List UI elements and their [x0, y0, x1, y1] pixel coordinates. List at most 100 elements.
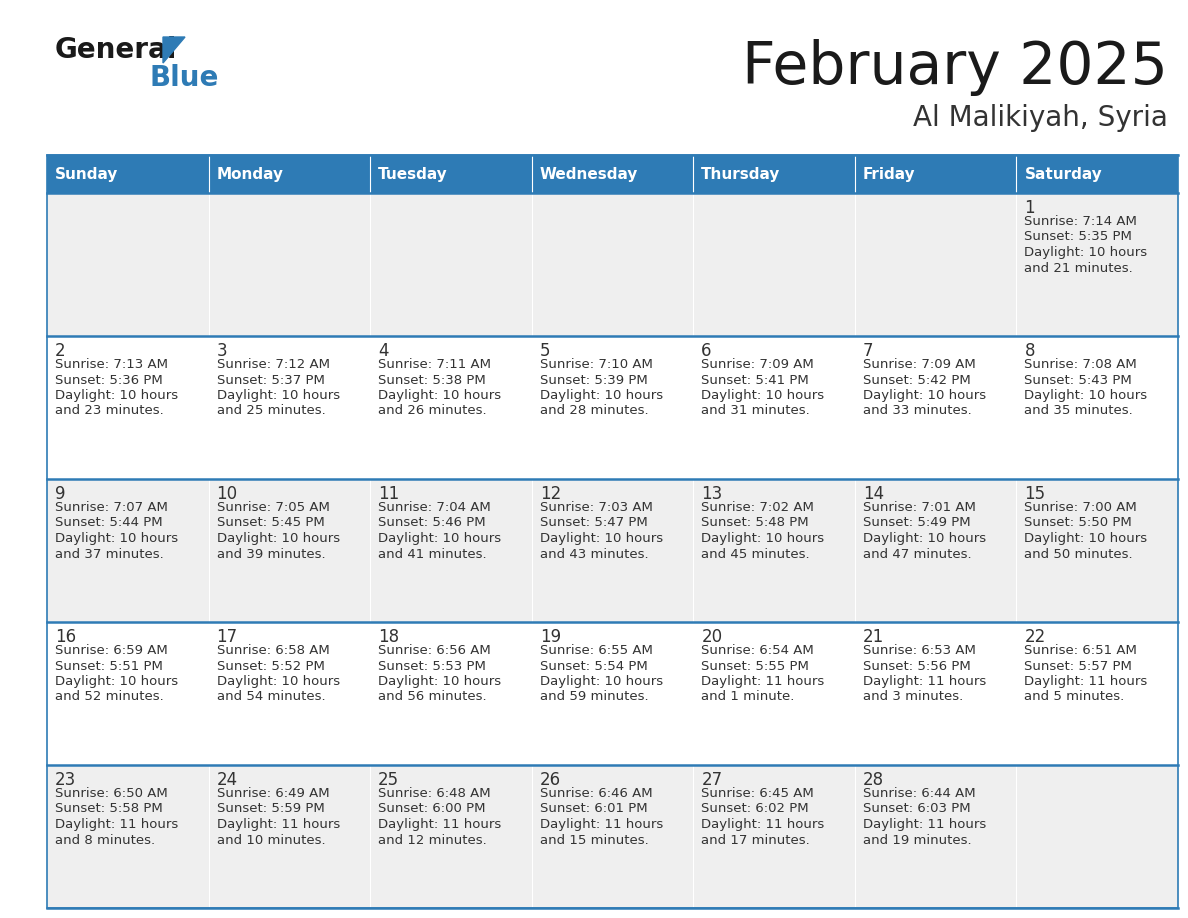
Text: Daylight: 11 hours: Daylight: 11 hours: [701, 818, 824, 831]
Text: Sunrise: 6:54 AM: Sunrise: 6:54 AM: [701, 644, 814, 657]
Text: Daylight: 11 hours: Daylight: 11 hours: [1024, 675, 1148, 688]
Bar: [209, 765, 371, 908]
Text: and 33 minutes.: and 33 minutes.: [862, 405, 972, 418]
Bar: [209, 193, 371, 336]
Text: Sunrise: 7:13 AM: Sunrise: 7:13 AM: [55, 358, 168, 371]
Text: 12: 12: [539, 485, 561, 503]
Text: Sunrise: 7:00 AM: Sunrise: 7:00 AM: [1024, 501, 1137, 514]
Text: Sunset: 6:03 PM: Sunset: 6:03 PM: [862, 802, 971, 815]
Text: Sunrise: 7:11 AM: Sunrise: 7:11 AM: [378, 358, 491, 371]
Text: Sunset: 5:39 PM: Sunset: 5:39 PM: [539, 374, 647, 386]
Text: Sunrise: 6:50 AM: Sunrise: 6:50 AM: [55, 787, 168, 800]
Text: and 26 minutes.: and 26 minutes.: [378, 405, 487, 418]
Text: Sunset: 5:47 PM: Sunset: 5:47 PM: [539, 517, 647, 530]
Text: 10: 10: [216, 485, 238, 503]
Text: and 8 minutes.: and 8 minutes.: [55, 834, 156, 846]
Text: Daylight: 10 hours: Daylight: 10 hours: [1024, 532, 1148, 545]
Bar: [48, 155, 1178, 193]
Text: Sunset: 5:56 PM: Sunset: 5:56 PM: [862, 659, 971, 673]
Text: Sunrise: 6:53 AM: Sunrise: 6:53 AM: [862, 644, 975, 657]
Text: and 5 minutes.: and 5 minutes.: [1024, 690, 1125, 703]
Text: and 1 minute.: and 1 minute.: [701, 690, 795, 703]
Text: and 28 minutes.: and 28 minutes.: [539, 405, 649, 418]
Text: Blue: Blue: [150, 64, 220, 92]
Bar: [694, 336, 855, 479]
Bar: [855, 622, 1017, 765]
Text: and 47 minutes.: and 47 minutes.: [862, 547, 972, 561]
Text: Sunset: 6:00 PM: Sunset: 6:00 PM: [378, 802, 486, 815]
Bar: [209, 479, 371, 622]
Bar: [371, 765, 532, 908]
Text: Daylight: 10 hours: Daylight: 10 hours: [378, 532, 501, 545]
Text: and 35 minutes.: and 35 minutes.: [1024, 405, 1133, 418]
Text: Sunrise: 6:48 AM: Sunrise: 6:48 AM: [378, 787, 491, 800]
Text: Sunrise: 6:56 AM: Sunrise: 6:56 AM: [378, 644, 491, 657]
Text: 6: 6: [701, 342, 712, 360]
Text: 14: 14: [862, 485, 884, 503]
Text: and 10 minutes.: and 10 minutes.: [216, 834, 326, 846]
Text: 18: 18: [378, 628, 399, 646]
Text: Daylight: 10 hours: Daylight: 10 hours: [701, 532, 824, 545]
Bar: [694, 622, 855, 765]
Bar: [532, 765, 694, 908]
Text: Sunrise: 7:03 AM: Sunrise: 7:03 AM: [539, 501, 652, 514]
Bar: [532, 336, 694, 479]
Text: Sunset: 5:48 PM: Sunset: 5:48 PM: [701, 517, 809, 530]
Text: Daylight: 10 hours: Daylight: 10 hours: [378, 675, 501, 688]
Text: 15: 15: [1024, 485, 1045, 503]
Text: and 52 minutes.: and 52 minutes.: [55, 690, 164, 703]
Text: Sunrise: 6:46 AM: Sunrise: 6:46 AM: [539, 787, 652, 800]
Text: 1: 1: [1024, 199, 1035, 217]
Text: Sunrise: 6:59 AM: Sunrise: 6:59 AM: [55, 644, 168, 657]
Text: Sunset: 6:02 PM: Sunset: 6:02 PM: [701, 802, 809, 815]
Text: 17: 17: [216, 628, 238, 646]
Text: Sunset: 5:57 PM: Sunset: 5:57 PM: [1024, 659, 1132, 673]
Text: and 39 minutes.: and 39 minutes.: [216, 547, 326, 561]
Text: Daylight: 10 hours: Daylight: 10 hours: [701, 389, 824, 402]
Text: Sunset: 5:44 PM: Sunset: 5:44 PM: [55, 517, 163, 530]
Text: Sunset: 5:58 PM: Sunset: 5:58 PM: [55, 802, 163, 815]
Text: Sunrise: 6:58 AM: Sunrise: 6:58 AM: [216, 644, 329, 657]
Text: Daylight: 11 hours: Daylight: 11 hours: [862, 818, 986, 831]
Text: Sunrise: 7:02 AM: Sunrise: 7:02 AM: [701, 501, 814, 514]
Text: 22: 22: [1024, 628, 1045, 646]
Text: 19: 19: [539, 628, 561, 646]
Text: February 2025: February 2025: [742, 39, 1168, 96]
Text: Daylight: 11 hours: Daylight: 11 hours: [701, 675, 824, 688]
Text: Sunset: 5:54 PM: Sunset: 5:54 PM: [539, 659, 647, 673]
Text: 25: 25: [378, 771, 399, 789]
Text: Sunrise: 7:09 AM: Sunrise: 7:09 AM: [862, 358, 975, 371]
Text: Daylight: 11 hours: Daylight: 11 hours: [862, 675, 986, 688]
Text: Sunset: 5:49 PM: Sunset: 5:49 PM: [862, 517, 971, 530]
Text: Daylight: 10 hours: Daylight: 10 hours: [55, 532, 178, 545]
Text: Daylight: 10 hours: Daylight: 10 hours: [862, 389, 986, 402]
Text: and 56 minutes.: and 56 minutes.: [378, 690, 487, 703]
Text: 3: 3: [216, 342, 227, 360]
Text: 7: 7: [862, 342, 873, 360]
Text: Sunset: 5:43 PM: Sunset: 5:43 PM: [1024, 374, 1132, 386]
Text: Sunrise: 6:51 AM: Sunrise: 6:51 AM: [1024, 644, 1137, 657]
Text: Daylight: 11 hours: Daylight: 11 hours: [55, 818, 178, 831]
Text: Daylight: 10 hours: Daylight: 10 hours: [539, 532, 663, 545]
Bar: [694, 193, 855, 336]
Bar: [694, 765, 855, 908]
Text: Sunset: 5:41 PM: Sunset: 5:41 PM: [701, 374, 809, 386]
Text: Sunrise: 7:07 AM: Sunrise: 7:07 AM: [55, 501, 168, 514]
Text: 2: 2: [55, 342, 65, 360]
Bar: [48, 479, 209, 622]
Bar: [48, 622, 209, 765]
Text: 8: 8: [1024, 342, 1035, 360]
Text: Sunset: 5:55 PM: Sunset: 5:55 PM: [701, 659, 809, 673]
Text: Daylight: 10 hours: Daylight: 10 hours: [55, 389, 178, 402]
Text: Sunrise: 7:10 AM: Sunrise: 7:10 AM: [539, 358, 652, 371]
Text: and 19 minutes.: and 19 minutes.: [862, 834, 972, 846]
Text: Daylight: 10 hours: Daylight: 10 hours: [1024, 246, 1148, 259]
Text: and 50 minutes.: and 50 minutes.: [1024, 547, 1133, 561]
Text: 11: 11: [378, 485, 399, 503]
Bar: [48, 193, 209, 336]
Text: Sunset: 5:37 PM: Sunset: 5:37 PM: [216, 374, 324, 386]
Text: Daylight: 11 hours: Daylight: 11 hours: [539, 818, 663, 831]
Text: Tuesday: Tuesday: [378, 166, 448, 182]
Bar: [532, 479, 694, 622]
Text: Daylight: 10 hours: Daylight: 10 hours: [55, 675, 178, 688]
